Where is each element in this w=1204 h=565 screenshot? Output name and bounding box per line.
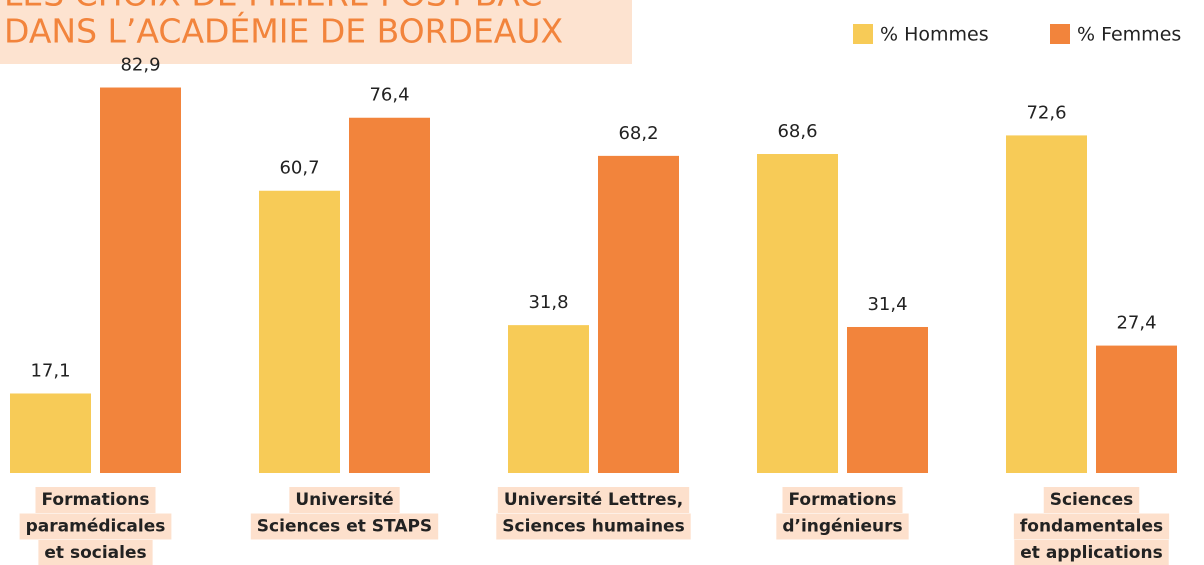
- x-tick-label: Université: [295, 490, 393, 510]
- category-highlight: [776, 513, 909, 540]
- category-highlight: [496, 513, 691, 540]
- value-label: 17,1: [30, 360, 70, 381]
- value-label: 31,8: [528, 292, 568, 313]
- category-highlight: [1014, 540, 1169, 565]
- bar: [847, 326, 928, 473]
- value-label: 68,6: [777, 121, 817, 142]
- x-tick-label: Sciences: [1050, 490, 1134, 510]
- category-highlight: [1043, 487, 1140, 513]
- category-highlight: [38, 540, 153, 565]
- category-highlight: [497, 487, 690, 513]
- x-tick-label: Université Lettres,: [504, 490, 683, 510]
- value-label: 82,9: [120, 55, 160, 76]
- value-label: 27,4: [1116, 313, 1156, 334]
- x-tick-label: Formations: [41, 490, 149, 510]
- x-tick-label: paramédicales: [26, 517, 166, 537]
- category-highlight: [1013, 513, 1170, 540]
- bar: [1006, 135, 1087, 473]
- bar: [757, 154, 838, 473]
- value-label: 68,2: [618, 123, 658, 144]
- x-tick-label: et applications: [1020, 543, 1162, 563]
- value-label: 31,4: [867, 294, 907, 315]
- bar: [100, 87, 181, 473]
- x-tick-label: Sciences humaines: [502, 517, 684, 537]
- category-highlight: [35, 487, 156, 513]
- category-highlight: [19, 513, 172, 540]
- value-label: 76,4: [369, 85, 409, 106]
- bar: [10, 393, 91, 473]
- category-highlight: [250, 513, 439, 540]
- category-highlight: [782, 487, 903, 513]
- category-highlight: [289, 487, 400, 513]
- bar: [508, 325, 589, 473]
- chart-title: DANS L’ACADÉMIE DE BORDEAUX: [4, 11, 563, 51]
- legend-swatch: [1050, 24, 1070, 44]
- x-tick-label: d’ingénieurs: [782, 517, 902, 537]
- bar: [259, 190, 340, 473]
- bar: [1096, 345, 1177, 473]
- title-background: [0, 0, 632, 64]
- x-tick-label: Formations: [788, 490, 896, 510]
- bar: [598, 155, 679, 473]
- chart-title: LES CHOIX DE FILIÈRE POST-BAC: [4, 0, 542, 14]
- legend-label: % Hommes: [880, 24, 989, 46]
- value-label: 60,7: [279, 158, 319, 179]
- x-tick-label: et sociales: [44, 543, 146, 563]
- legend-label: % Femmes: [1077, 24, 1181, 46]
- value-label: 72,6: [1026, 102, 1066, 123]
- legend-swatch: [853, 24, 873, 44]
- x-tick-label: Sciences et STAPS: [257, 517, 432, 537]
- bar: [349, 117, 430, 474]
- x-tick-label: fondamentales: [1020, 517, 1163, 537]
